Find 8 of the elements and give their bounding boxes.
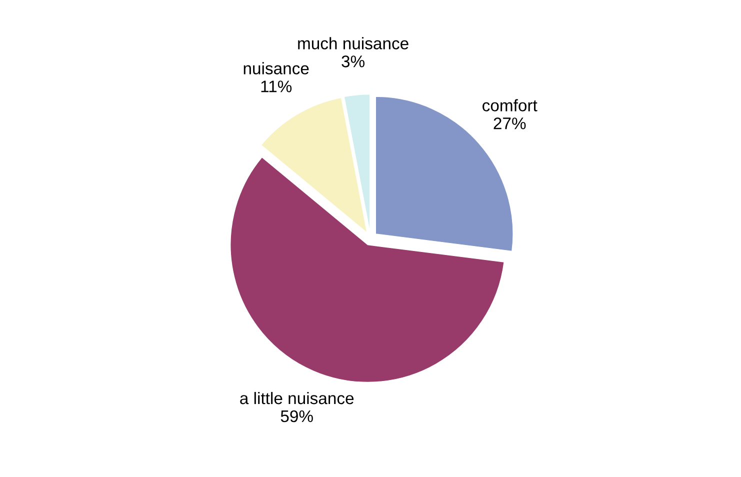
data-label: 3% <box>342 56 364 68</box>
slice-label: much nuisance <box>298 37 408 50</box>
data-label: 11% <box>261 80 292 92</box>
slice-label: a little nuisance <box>240 392 354 404</box>
slice-label: comfort <box>482 99 538 112</box>
slice-label: nuisance <box>244 62 309 74</box>
data-label: 27% <box>494 118 526 130</box>
data-label: 59% <box>280 410 313 422</box>
